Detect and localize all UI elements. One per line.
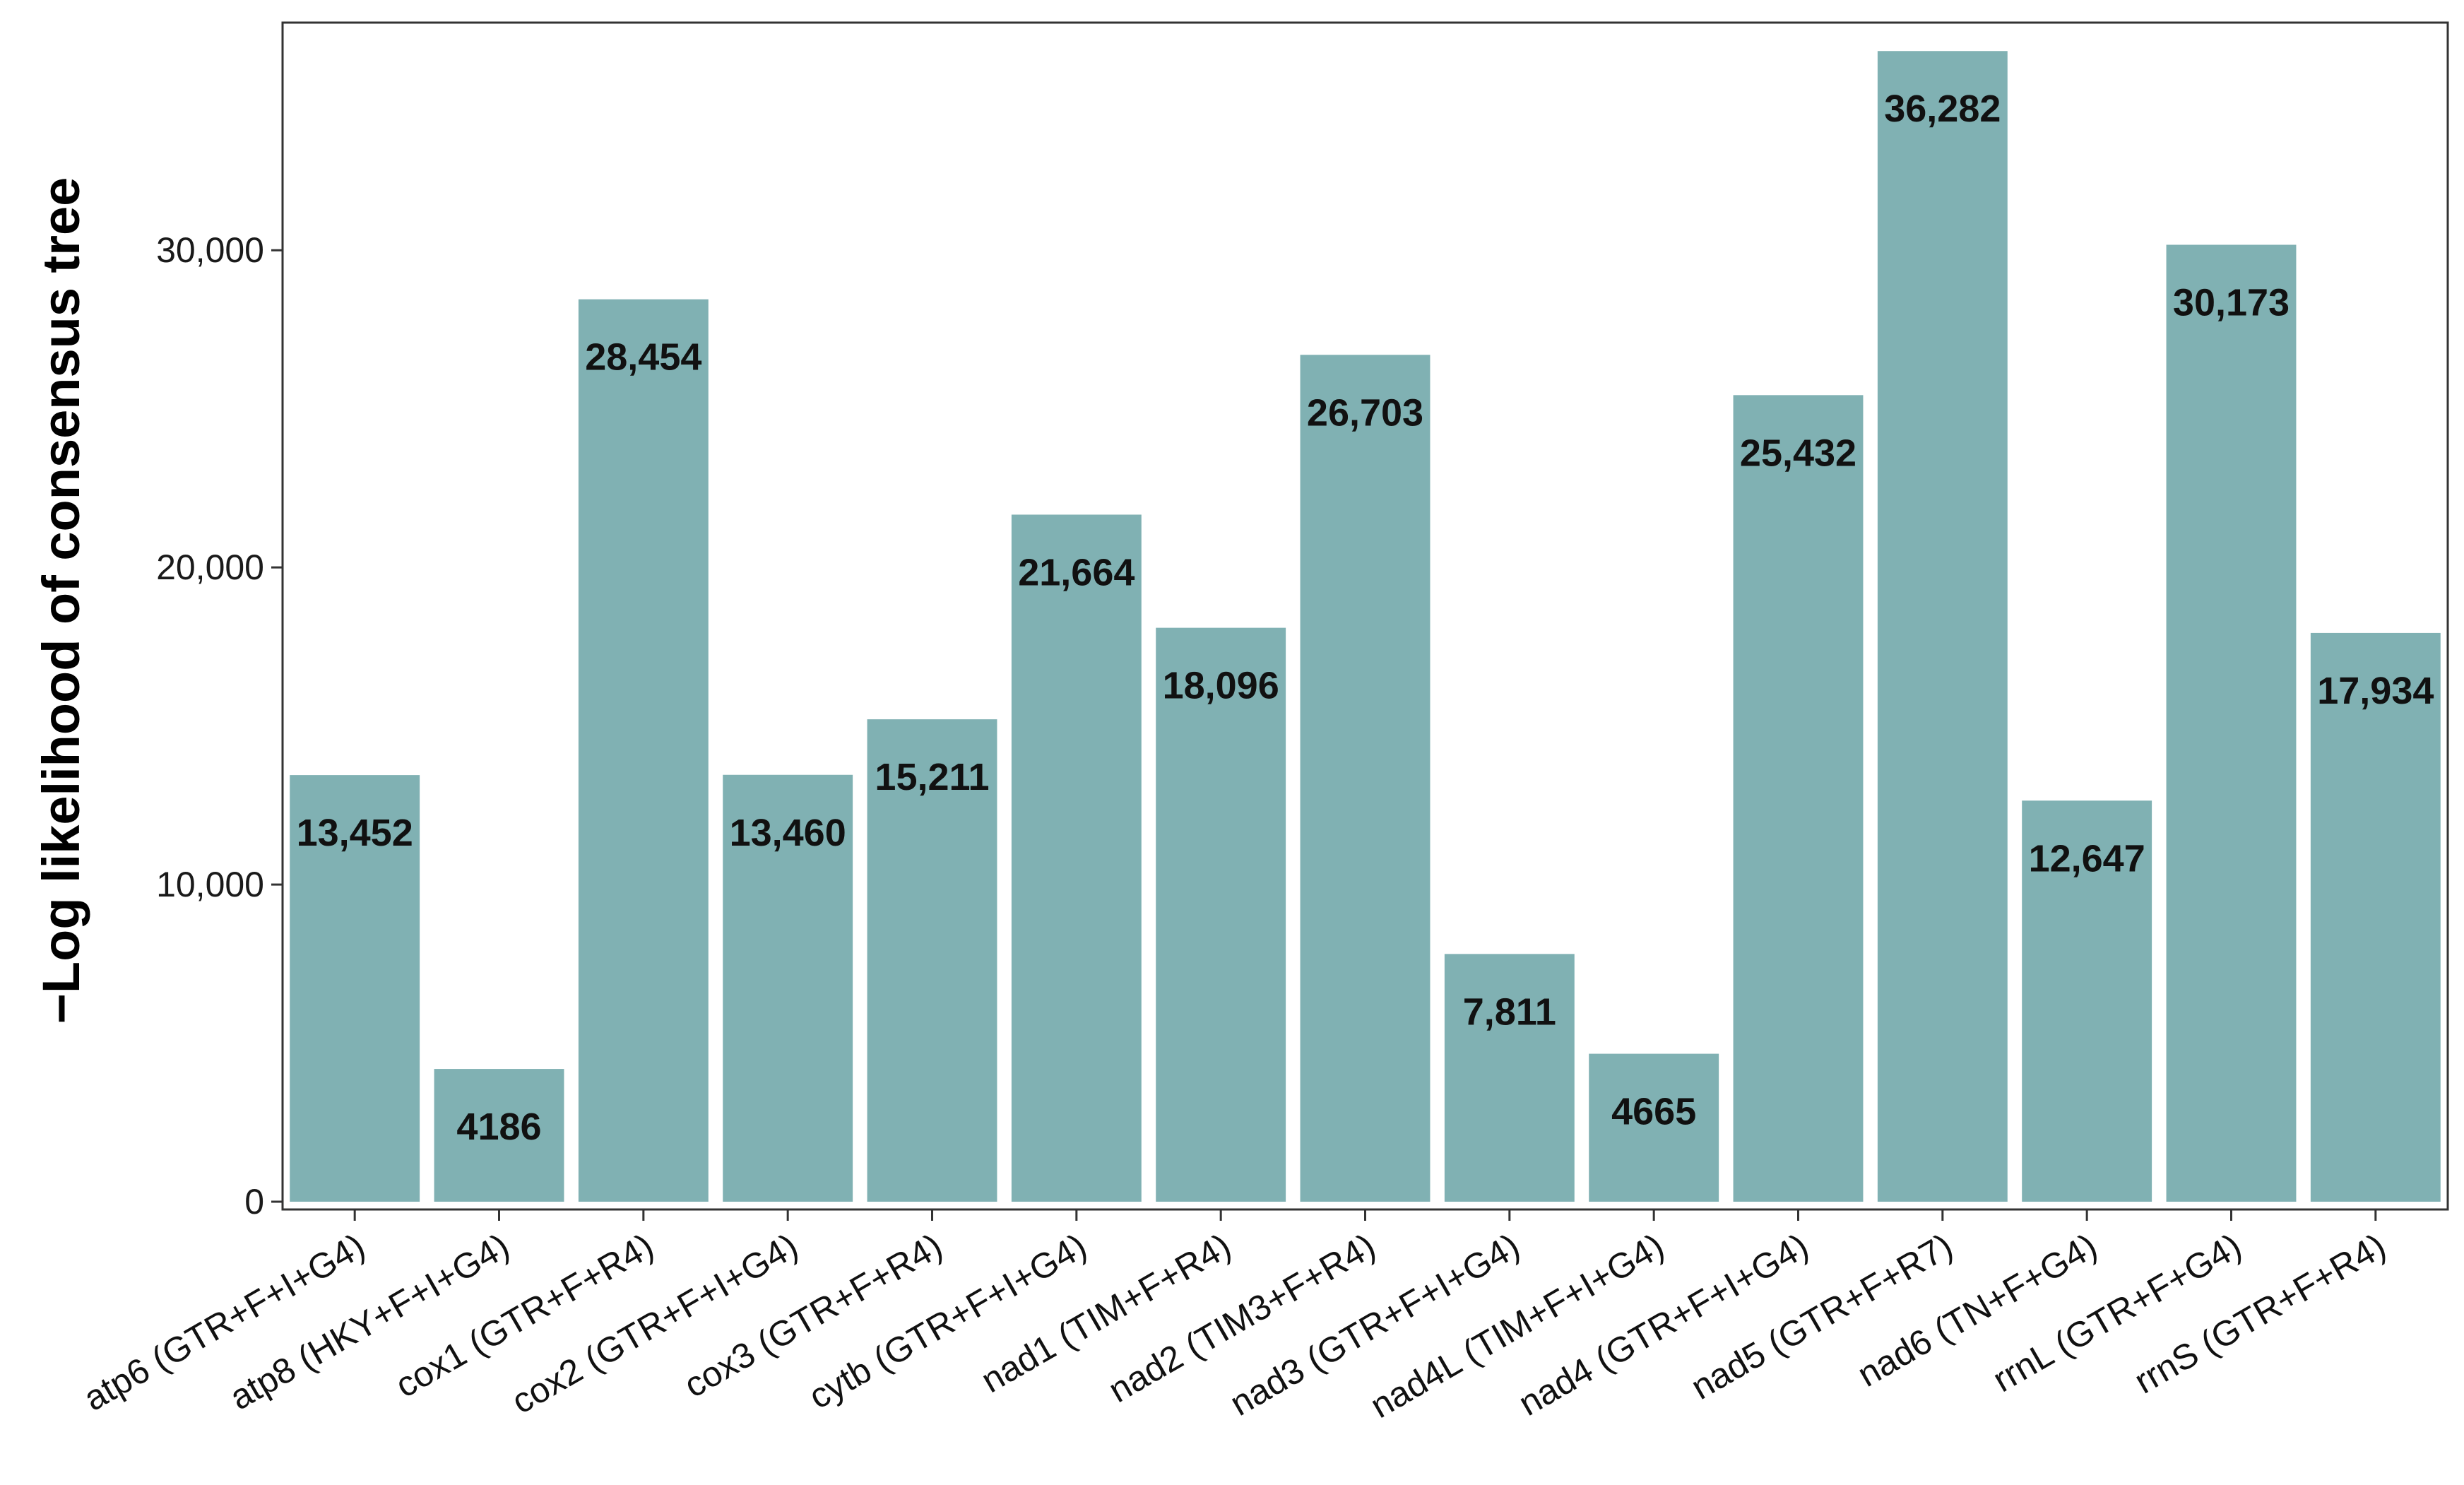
- bar: [2310, 632, 2441, 1202]
- bar-value-label: 17,934: [2317, 670, 2434, 712]
- y-tick-label: 30,000: [156, 230, 264, 270]
- bar-value-label: 18,096: [1163, 665, 1279, 707]
- bar-value-label: 25,432: [1740, 432, 1856, 474]
- bar-value-label: 26,703: [1307, 391, 1423, 434]
- x-tick-label: atp8 (HKY+F+I+G4): [223, 1226, 516, 1418]
- bar: [1300, 355, 1431, 1202]
- y-tick-label: 20,000: [156, 548, 264, 587]
- bar: [723, 774, 853, 1202]
- bar-value-label: 7,811: [1463, 990, 1556, 1033]
- bar-value-label: 4186: [456, 1106, 541, 1148]
- x-axis: atp6 (GTR+F+I+G4)atp8 (HKY+F+I+G4)cox1 (…: [77, 1209, 2392, 1426]
- bar: [2022, 800, 2152, 1202]
- bar: [1444, 954, 1575, 1202]
- x-tick-label: rrnL (GTR+F+G4): [1986, 1226, 2248, 1400]
- x-tick-label: nad6 (TN+F+G4): [1851, 1226, 2104, 1395]
- x-tick-label: rrnS (GTR+F+R4): [2128, 1226, 2392, 1402]
- bar: [1733, 395, 1864, 1202]
- bars-group: [290, 51, 2441, 1202]
- x-tick-label: nad5 (GTR+F+R7): [1684, 1226, 1959, 1407]
- bar-value-label: 21,664: [1018, 551, 1135, 593]
- y-axis-title: −Log likelihood of consensus tree: [32, 177, 90, 1024]
- bar: [434, 1069, 564, 1202]
- bar: [578, 299, 709, 1202]
- bar-value-label: 30,173: [2173, 281, 2290, 324]
- bar-value-label: 36,282: [1884, 88, 2001, 130]
- bar: [1156, 627, 1286, 1202]
- bar: [2166, 244, 2297, 1202]
- bar-value-label: 13,452: [297, 812, 413, 854]
- bar: [1589, 1053, 1719, 1202]
- bar-value-label: 15,211: [875, 756, 989, 798]
- x-tick-label: atp6 (GTR+F+I+G4): [77, 1226, 372, 1419]
- data-labels-group: 13,452 4186 28,454 13,460 15,211 21,664 18,096…: [297, 88, 2434, 1148]
- bar-value-label: 12,647: [2029, 837, 2145, 880]
- bar: [867, 719, 997, 1202]
- y-tick-label: 0: [244, 1182, 264, 1221]
- bar-value-label: 28,454: [585, 336, 701, 379]
- bar-value-label: 13,460: [730, 812, 846, 854]
- x-tick-label: cytb (GTR+F+I+G4): [802, 1226, 1094, 1416]
- bar-value-label: 4665: [1611, 1091, 1696, 1133]
- bar: [1011, 514, 1142, 1202]
- bar: [290, 775, 420, 1202]
- y-tick-label: 10,000: [156, 865, 264, 904]
- y-axis: 0 10,000 20,000 30,000: [156, 230, 283, 1221]
- bar: [1877, 51, 2008, 1202]
